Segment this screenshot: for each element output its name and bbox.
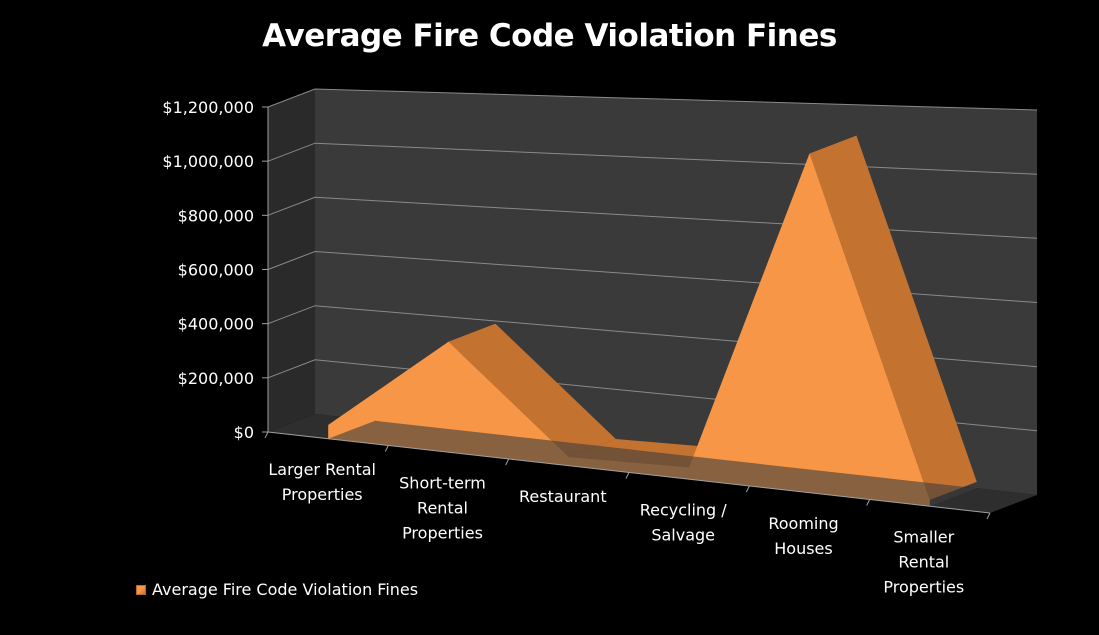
x-tick-mark	[384, 445, 389, 452]
y-tick-label: $1,200,000	[162, 98, 254, 117]
x-category-label: Smaller	[893, 527, 954, 546]
legend-swatch	[136, 584, 146, 595]
chart-series-area	[328, 135, 977, 507]
chart-title: Average Fire Code Violation Fines	[262, 18, 837, 54]
x-tick-mark	[625, 472, 630, 479]
x-axis: Larger Rental Properties Short-term Rental P…	[264, 431, 991, 596]
x-category-label: Restaurant	[519, 487, 607, 506]
y-tick-label: $600,000	[178, 261, 254, 280]
x-category-label: Properties	[402, 523, 483, 542]
x-category-label: Rental	[417, 498, 468, 517]
x-tick-mark	[866, 499, 871, 506]
x-tick-mark	[745, 485, 750, 493]
x-category-label: Recycling /	[640, 500, 728, 519]
y-tick-label: $200,000	[178, 369, 254, 388]
x-category-label: Rental	[898, 552, 949, 571]
x-category-label: Houses	[774, 539, 832, 558]
x-tick-mark	[264, 431, 269, 439]
area-front-face	[328, 153, 930, 507]
x-category-label: Properties	[282, 485, 363, 504]
x-category-label: Rooming	[768, 514, 838, 533]
y-tick-label: $1,000,000	[162, 152, 254, 171]
area-top-face	[809, 135, 977, 500]
x-category-label: Short-term	[399, 473, 486, 492]
gridline	[267, 88, 1038, 111]
legend: Average Fire Code Violation Fines	[136, 580, 418, 599]
area-top-face	[448, 323, 616, 457]
gridline	[267, 142, 1038, 175]
y-axis: $0 $200,000 $400,000 $600,000 $800,000 $1,000…	[162, 98, 269, 442]
x-category-label: Properties	[883, 577, 964, 596]
x-category-label: Larger Rental	[268, 460, 376, 479]
y-tick-label: $0	[234, 423, 254, 442]
x-category-label: Salvage	[651, 525, 715, 544]
x-tick-mark	[986, 512, 991, 520]
y-tick-label: $400,000	[178, 315, 254, 334]
area-base	[328, 420, 977, 507]
y-tick-label: $800,000	[178, 206, 254, 225]
x-tick-mark	[505, 458, 510, 466]
legend-label: Average Fire Code Violation Fines	[152, 580, 419, 599]
